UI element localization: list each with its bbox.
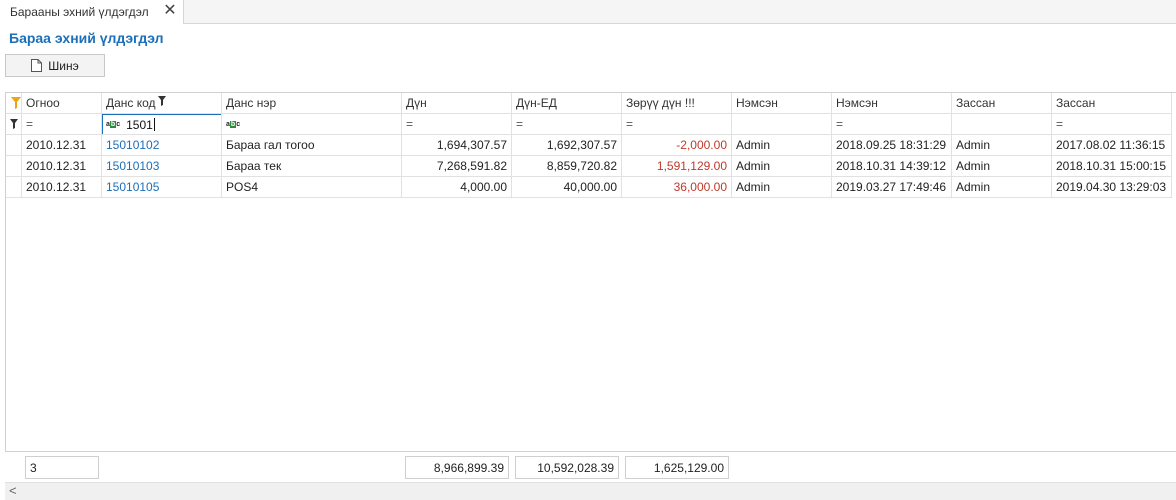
table-row[interactable]: 2010.12.31 15010105 POS4 4,000.00 40,000… xyxy=(6,177,1176,198)
scroll-left-icon[interactable]: < xyxy=(9,483,17,498)
filter-cell-amount[interactable]: = xyxy=(402,114,512,135)
cell-amount: 4,000.00 xyxy=(402,177,512,198)
cell-edited-by: Admin xyxy=(952,177,1052,198)
cell-amount-ed: 40,000.00 xyxy=(512,177,622,198)
column-header-amount[interactable]: Дүн xyxy=(402,93,512,114)
filter-row: = abc 1501 abc = = = = = xyxy=(6,114,1176,135)
cell-difference: 36,000.00 xyxy=(622,177,732,198)
cell-amount: 7,268,591.82 xyxy=(402,156,512,177)
cell-edited-at: 2018.10.31 15:00:15 xyxy=(1052,156,1172,177)
text-caret xyxy=(153,118,155,131)
equals-icon: = xyxy=(406,117,414,131)
new-button-label: Шинэ xyxy=(48,58,79,73)
column-header-date[interactable]: Огноо xyxy=(22,93,102,114)
page-title: Бараа эхний үлдэгдэл xyxy=(9,30,164,46)
column-header-label: Нэмсэн xyxy=(836,96,878,110)
equals-icon: = xyxy=(626,117,634,131)
column-header-amount-ed[interactable]: Дүн-ЕД xyxy=(512,93,622,114)
cell-difference: 1,591,129.00 xyxy=(622,156,732,177)
equals-icon: = xyxy=(836,117,844,131)
column-header-label: Зассан xyxy=(1056,96,1096,110)
cell-edited-by: Admin xyxy=(952,156,1052,177)
data-grid: Огноо Данс код Данс нэр Дүн Дүн-ЕД Зөрүү… xyxy=(5,92,1176,500)
row-count-summary: 3 xyxy=(25,456,99,479)
cell-amount-ed: 8,859,720.82 xyxy=(512,156,622,177)
filter-cell-amount-ed[interactable]: = xyxy=(512,114,622,135)
column-header-label: Нэмсэн xyxy=(736,96,778,110)
column-header-edited-at[interactable]: Зассан xyxy=(1052,93,1172,114)
cell-edited-at: 2017.08.02 11:36:15 xyxy=(1052,135,1172,156)
table-row[interactable]: 2010.12.31 15010102 Бараа гал тогоо 1,69… xyxy=(6,135,1176,156)
cell-account-code-link[interactable]: 15010102 xyxy=(102,135,222,156)
cell-difference: -2,000.00 xyxy=(622,135,732,156)
column-header-label: Данс нэр xyxy=(226,96,277,110)
cell-account-code-link[interactable]: 15010105 xyxy=(102,177,222,198)
cell-edited-at: 2019.04.30 13:29:03 xyxy=(1052,177,1172,198)
cell-account-name: Бараа тек xyxy=(222,156,402,177)
cell-date: 2010.12.31 xyxy=(22,156,102,177)
column-header-label: Дүн-ЕД xyxy=(516,96,557,110)
column-header-added-by[interactable]: Нэмсэн xyxy=(732,93,832,114)
column-header-difference[interactable]: Зөрүү дүн !!! xyxy=(622,93,732,114)
text-filter-icon: abc xyxy=(226,120,241,128)
cell-date: 2010.12.31 xyxy=(22,135,102,156)
equals-icon: = xyxy=(1056,117,1064,131)
filter-cell-date[interactable]: = xyxy=(22,114,102,135)
equals-icon: = xyxy=(26,117,34,131)
filter-cell-difference[interactable]: = xyxy=(622,114,732,135)
filter-cell-account-code[interactable]: abc 1501 xyxy=(102,114,222,135)
cell-added-by: Admin xyxy=(732,177,832,198)
column-header-account-code[interactable]: Данс код xyxy=(102,93,222,114)
cell-added-at: 2018.09.25 18:31:29 xyxy=(832,135,952,156)
cell-added-at: 2019.03.27 17:49:46 xyxy=(832,177,952,198)
table-row[interactable]: 2010.12.31 15010103 Бараа тек 7,268,591.… xyxy=(6,156,1176,177)
column-header-added-at[interactable]: Нэмсэн xyxy=(832,93,952,114)
tab-opening-balance[interactable]: Барааны эхний үлдэгдэл ✕ xyxy=(0,0,184,24)
row-indicator[interactable] xyxy=(6,177,22,198)
filter-cell-added-by[interactable] xyxy=(732,114,832,135)
account-code-filter-input[interactable]: abc 1501 xyxy=(102,114,221,134)
grid-footer: 3 8,966,899.39 10,592,028.39 1,625,129.0… xyxy=(5,451,1176,482)
cell-account-name: Бараа гал тогоо xyxy=(222,135,402,156)
column-header-label: Зөрүү дүн !!! xyxy=(626,96,695,110)
cell-date: 2010.12.31 xyxy=(22,177,102,198)
document-icon xyxy=(31,59,43,72)
filter-funnel-icon[interactable] xyxy=(6,93,22,114)
cell-added-at: 2018.10.31 14:39:12 xyxy=(832,156,952,177)
row-indicator[interactable] xyxy=(6,135,22,156)
filter-cell-edited-at[interactable]: = xyxy=(1052,114,1172,135)
text-filter-icon: abc xyxy=(106,121,121,128)
account-code-filter-value: 1501 xyxy=(126,117,153,132)
cell-edited-by: Admin xyxy=(952,135,1052,156)
cell-amount-ed: 1,692,307.57 xyxy=(512,135,622,156)
row-indicator[interactable] xyxy=(6,156,22,177)
cell-added-by: Admin xyxy=(732,156,832,177)
filter-row-icon xyxy=(6,114,22,135)
column-header-label: Дүн xyxy=(406,96,427,110)
filter-cell-edited-by[interactable] xyxy=(952,114,1052,135)
cell-account-code-link[interactable]: 15010103 xyxy=(102,156,222,177)
column-filter-icon[interactable] xyxy=(158,95,166,109)
filter-cell-account-name[interactable]: abc xyxy=(222,114,402,135)
close-icon[interactable]: ✕ xyxy=(163,2,177,19)
cell-added-by: Admin xyxy=(732,135,832,156)
difference-total-summary: 1,625,129.00 xyxy=(625,456,729,479)
column-header-label: Данс код xyxy=(106,96,156,110)
tab-bar: Барааны эхний үлдэгдэл ✕ xyxy=(0,0,1176,24)
cell-amount: 1,694,307.57 xyxy=(402,135,512,156)
amount-total-summary: 8,966,899.39 xyxy=(405,456,509,479)
filter-cell-added-at[interactable]: = xyxy=(832,114,952,135)
amount-ed-total-summary: 10,592,028.39 xyxy=(515,456,619,479)
column-header-edited-by[interactable]: Зассан xyxy=(952,93,1052,114)
column-header-account-name[interactable]: Данс нэр xyxy=(222,93,402,114)
tab-label: Барааны эхний үлдэгдэл xyxy=(10,5,149,19)
new-button[interactable]: Шинэ xyxy=(5,54,105,77)
equals-icon: = xyxy=(516,117,524,131)
horizontal-scrollbar[interactable]: < xyxy=(5,482,1176,500)
cell-account-name: POS4 xyxy=(222,177,402,198)
column-header-label: Зассан xyxy=(956,96,996,110)
column-header-label: Огноо xyxy=(26,96,60,110)
grid-header: Огноо Данс код Данс нэр Дүн Дүн-ЕД Зөрүү… xyxy=(6,93,1176,114)
